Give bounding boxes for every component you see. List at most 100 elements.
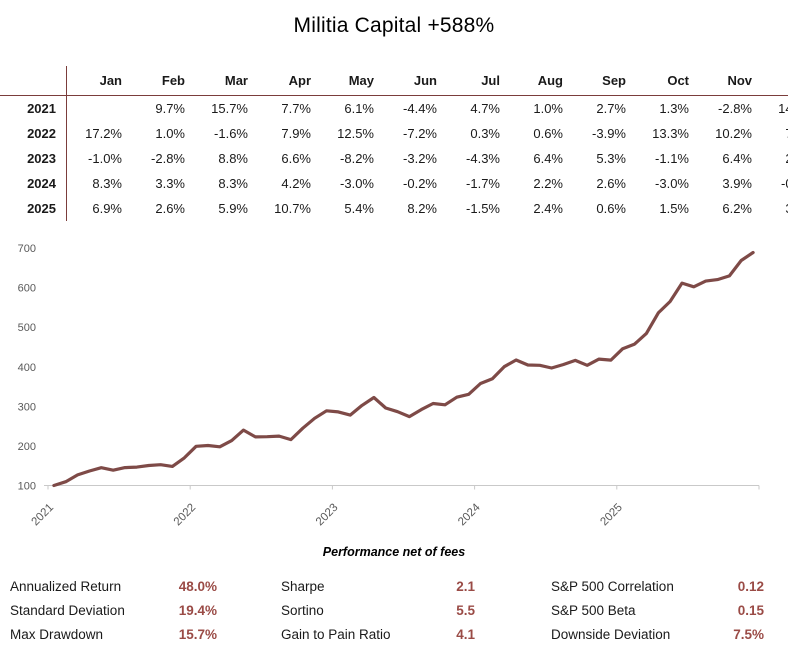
y-axis-label: 600 [18,283,36,295]
return-cell: -2.8% [151,151,185,166]
return-cell: -1.5% [466,201,500,216]
y-axis-label: 200 [18,441,36,453]
return-cell: -3.9% [592,126,626,141]
return-cell: 3.9% [722,176,752,191]
return-cell: 4.2% [281,176,311,191]
y-axis-label: 400 [18,362,36,374]
stat-value: 2.1 [456,579,475,594]
stats-column-benchmark: S&P 500 Correlation 0.12 S&P 500 Beta 0.… [551,579,764,644]
return-cell: -2.8% [718,101,752,116]
stats-column-ratios: Sharpe 2.1 Sortino 5.5 Gain to Pain Rati… [281,579,475,644]
return-cell: -7.2% [403,126,437,141]
month-header-cell: May [319,66,382,96]
return-cell: 1.5% [659,201,689,216]
return-cell: 14.5% [778,101,788,116]
stats-column-returns: Annualized Return 48.0% Standard Deviati… [10,579,217,644]
return-cell: -1.7% [466,176,500,191]
footnote: Performance net of fees [322,545,466,559]
stat-row-max-drawdown: Max Drawdown 15.7% [10,627,217,644]
return-cell: 10.7% [274,201,311,216]
month-header-cell: Feb [130,66,193,96]
return-cell: 2.6% [596,176,626,191]
stat-label: S&P 500 Correlation [551,579,674,594]
return-cell: -3.0% [340,176,374,191]
stat-label: Sharpe [281,579,325,594]
return-cell: 1.3% [659,101,689,116]
stat-label: Gain to Pain Ratio [281,627,391,642]
stat-value: 15.7% [178,627,217,642]
return-cell: 7.9% [281,126,311,141]
return-cell: -4.3% [466,151,500,166]
y-axis-label: 700 [18,243,36,255]
month-header-cell: Apr [256,66,319,96]
month-header-cell: Jan [66,66,130,96]
return-cell [67,96,131,122]
table-row: 2022 17.2% 1.0% -1.6% 7.9% 12.5% -7.2% 0.3% 0.6%… [0,121,788,146]
return-cell: 2.4% [533,201,563,216]
return-cell: 6.9% [92,201,122,216]
table-row: 2024 8.3% 3.3% 8.3% 4.2% -3.0% -0.2% -1.7% 2.2% 2… [0,171,788,196]
return-cell: 0.6% [533,126,563,141]
return-cell: -0.2% [403,176,437,191]
return-cell: -1.1% [655,151,689,166]
return-cell: 7.7% [281,101,311,116]
stat-label: S&P 500 Beta [551,603,636,618]
return-cell: 8.2% [407,201,437,216]
year-header-cell [0,66,67,96]
return-cell: 10.2% [715,126,752,141]
return-cell: 12.5% [337,126,374,141]
x-axis-label: 2025 [598,502,625,529]
stat-row-annualized-return: Annualized Return 48.0% [10,579,217,596]
year-cell: 2021 [0,95,67,121]
return-cell: -4.4% [403,101,437,116]
return-cell: 0.6% [596,201,626,216]
monthly-returns-table: JanFebMarAprMayJunJulAugSepOctNovDecTota… [0,66,788,221]
year-cell: 2025 [0,196,67,221]
stat-label: Standard Deviation [10,603,125,618]
month-header-cell: Dec [760,66,788,96]
year-cell: 2023 [0,146,67,171]
stat-label: Annualized Return [10,579,122,594]
stat-row-gain-to-pain: Gain to Pain Ratio 4.1 [281,627,475,644]
month-header-cell: Mar [193,66,256,96]
stat-row-sp500-beta: S&P 500 Beta 0.15 [551,603,764,620]
stat-value: 4.1 [456,627,475,642]
stat-value: 19.4% [178,603,217,618]
return-cell: 17.2% [85,126,122,141]
y-axis-label: 500 [18,322,36,334]
return-cell: 5.4% [344,201,374,216]
stat-row-standard-deviation: Standard Deviation 19.4% [10,603,217,620]
return-cell: 1.0% [533,101,563,116]
return-cell: 1.0% [155,126,185,141]
return-cell: 0.3% [470,126,500,141]
return-cell: 6.6% [281,151,311,166]
return-cell: 15.7% [211,101,248,116]
return-cell: -0.6% [781,176,788,191]
stat-label: Sortino [281,603,324,618]
stat-row-sp500-correlation: S&P 500 Correlation 0.12 [551,579,764,596]
return-cell: -3.0% [655,176,689,191]
return-cell: 3.0% [760,196,788,221]
month-header-cell: Jul [445,66,508,96]
return-cell: 13.3% [652,126,689,141]
x-axis-label: 2023 [314,502,341,529]
month-header-cell: Nov [697,66,760,96]
return-cell: 8.3% [218,176,248,191]
table-row: 2023 -1.0% -2.8% 8.8% 6.6% -8.2% -3.2% -4.3% 6.4… [0,146,788,171]
month-header-cell: Oct [634,66,697,96]
stat-value: 0.12 [737,579,764,594]
stat-label: Max Drawdown [10,627,104,642]
stat-row-sharpe: Sharpe 2.1 [281,579,475,596]
performance-line-chart: 100 200 300 400 500 600 700 2021 2022 2023 2024 202… [18,243,760,529]
page-title: Militia Capital +588% [293,14,495,37]
table-row: 2025 6.9% 2.6% 5.9% 10.7% 5.4% 8.2% -1.5% 2.4% 0.… [0,196,788,221]
return-cell: 8.3% [92,176,122,191]
return-cell: 2.2% [760,146,788,171]
y-axis-label: 300 [18,401,36,413]
table-row: 2021 9.7% 15.7% 7.7% 6.1% -4.4% 4.7% 1.0% 2.7% 1.… [0,95,788,122]
stat-value: 48.0% [178,579,217,594]
x-axis-label: 2021 [30,502,57,529]
x-axis-label: 2024 [456,501,483,528]
return-cell: 6.4% [722,151,752,166]
